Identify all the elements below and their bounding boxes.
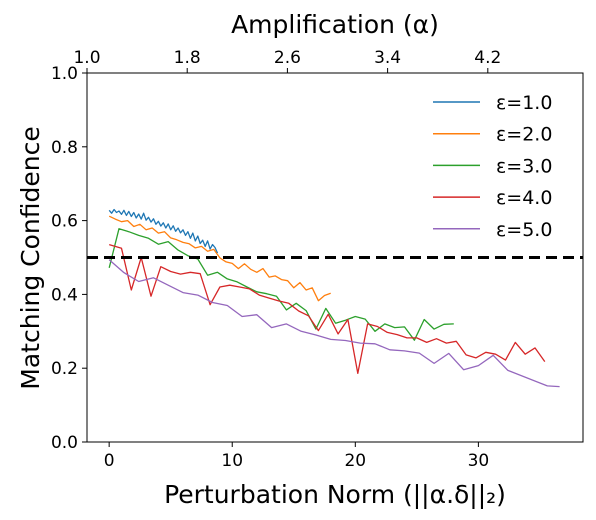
legend-label: ε=1.0: [496, 92, 552, 114]
legend-label: ε=2.0: [496, 124, 552, 146]
axis-layer: 0 10 20 30 0.0 0.2 0.4 0.6 0.8 1.01.0 1.8 2.6 3.4 4.2: [51, 48, 501, 471]
series-line-4: [109, 243, 546, 375]
plot-frame: [86, 72, 584, 443]
x-tick-label: 10: [221, 451, 243, 471]
top-x-axis-title: Amplification (α): [231, 10, 439, 39]
y-tick-label: 0.2: [51, 359, 78, 379]
y-axis-title: Matching Confidence: [16, 126, 45, 389]
y-tick-label: 1.0: [51, 64, 78, 84]
y-tick-label: 0.8: [51, 138, 78, 158]
series-layer: [108, 208, 560, 388]
x-tick-label: 0: [104, 451, 115, 471]
legend-label: ε=3.0: [496, 155, 552, 177]
legend-label: ε=5.0: [496, 219, 552, 241]
top-x-tick-label: 1.8: [174, 48, 201, 68]
x-tick-label: 20: [344, 451, 366, 471]
series-line-5: [108, 259, 560, 388]
top-x-tick-label: 1.0: [73, 48, 100, 68]
top-x-tick-label: 2.6: [274, 48, 301, 68]
top-x-tick-label: 3.4: [374, 48, 401, 68]
top-x-tick-label: 4.2: [474, 48, 501, 68]
legend-label: ε=4.0: [496, 187, 552, 209]
x-axis-title: Perturbation Norm (||α.δ||₂): [164, 480, 506, 509]
series-line-3: [108, 228, 454, 341]
y-tick-label: 0.4: [51, 285, 78, 305]
legend: ε=1.0 ε=2.0 ε=3.0 ε=4.0 ε=5.0: [433, 92, 552, 241]
y-tick-label: 0.6: [51, 212, 78, 232]
y-tick-label: 0.0: [51, 433, 78, 453]
series-line-1: [108, 208, 219, 254]
x-tick-label: 30: [468, 451, 490, 471]
series-line-2: [108, 215, 331, 302]
